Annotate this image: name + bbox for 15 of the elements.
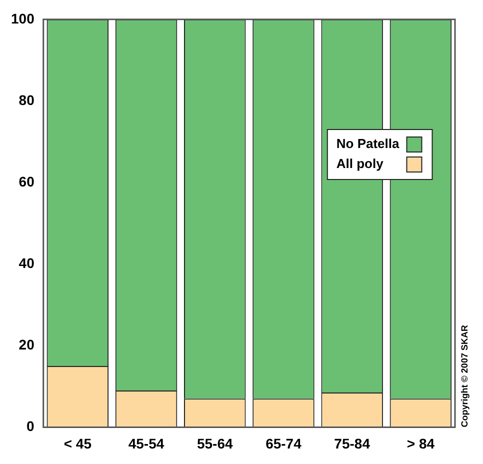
text: Copyright © 2007 SKAR	[459, 324, 470, 428]
x-tick-label: 45-54	[128, 435, 164, 452]
y-tick-label: 0	[26, 418, 35, 434]
x-tick-label: > 84	[406, 435, 435, 452]
y-tick-label: 20	[18, 336, 35, 352]
y-tick-label: 100	[11, 10, 35, 26]
x-tick-label: 65-74	[266, 435, 302, 452]
y-tick-label: 80	[18, 92, 35, 108]
x-tick-label: 75-84	[334, 435, 370, 452]
y-tick-label: 40	[18, 254, 35, 271]
legend-label: All poly	[336, 156, 384, 172]
x-tick-label: < 45	[64, 435, 92, 452]
legend-label: No Patella	[336, 136, 400, 152]
x-tick-label: 55-64	[196, 435, 233, 452]
y-tick-label: 60	[18, 173, 35, 190]
